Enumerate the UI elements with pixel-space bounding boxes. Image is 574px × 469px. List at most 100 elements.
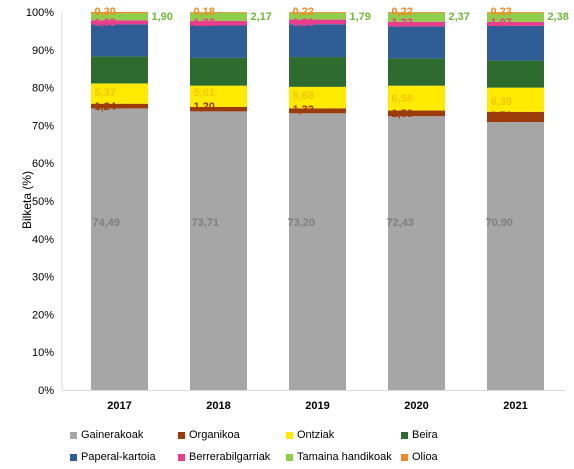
bar-segment xyxy=(289,108,346,114)
x-tick-label: 2018 xyxy=(206,400,230,412)
legend-swatch xyxy=(286,431,293,439)
x-tick-label: 2021 xyxy=(503,400,527,412)
data-label: 7,15 xyxy=(491,66,512,78)
data-label: 1,50 xyxy=(392,108,413,120)
data-label: 0,30 xyxy=(95,6,116,18)
legend-label: Gainerakoak xyxy=(81,429,144,441)
x-tick-label: 2020 xyxy=(404,400,428,412)
legend-swatch xyxy=(178,453,185,461)
bar-segment xyxy=(487,60,544,88)
data-label: 74,49 xyxy=(93,217,121,229)
data-label: 7,23 xyxy=(392,66,413,78)
bar-segment xyxy=(190,20,247,26)
bar-segment xyxy=(487,87,544,112)
legend-swatch xyxy=(178,431,185,439)
legend-item: Olioa xyxy=(401,451,461,463)
data-label: 2,38 xyxy=(548,11,569,23)
bar-segment xyxy=(487,12,544,13)
y-tick-label: 20% xyxy=(32,309,54,321)
data-label: 1,79 xyxy=(350,11,371,23)
bar-segment xyxy=(190,85,247,107)
data-label: 7,34 xyxy=(194,66,216,78)
bar-segment xyxy=(487,12,544,22)
data-label: 7,87 xyxy=(293,66,314,78)
bar-segment xyxy=(190,111,247,391)
legend-label: Ontziak xyxy=(297,429,335,441)
legend-label: Paperal-kartoia xyxy=(81,451,156,463)
legend-swatch xyxy=(401,453,408,461)
data-label: 73,20 xyxy=(288,217,316,229)
data-label: 0,22 xyxy=(293,6,314,18)
y-axis-title: Bilketa (%) xyxy=(20,171,34,229)
data-label: 2,70 xyxy=(491,110,512,122)
legend-label: Beira xyxy=(412,429,438,441)
legend-item: Berrerabilgarriak xyxy=(178,451,286,463)
legend-swatch xyxy=(286,453,293,461)
bar-segment xyxy=(190,25,247,58)
data-label: 1,22 xyxy=(392,17,413,29)
y-tick-label: 50% xyxy=(32,196,54,208)
bar-segment xyxy=(190,106,247,112)
bars xyxy=(91,11,544,391)
data-label: 5,61 xyxy=(194,87,215,99)
legend-row: Gainerakoak Organikoa Ontziak Beira xyxy=(70,424,490,446)
data-label: 1,22 xyxy=(194,17,215,29)
bar-segment xyxy=(388,21,445,27)
bar-segment xyxy=(487,121,544,391)
bar-segment xyxy=(91,24,148,57)
bar-segment xyxy=(388,12,445,13)
data-label: 2,37 xyxy=(449,11,470,23)
x-tick-label: 2017 xyxy=(107,400,131,412)
bar-segment xyxy=(388,110,445,117)
bar-segment xyxy=(91,20,148,25)
bar-segment xyxy=(91,13,148,21)
legend-label: Organikoa xyxy=(189,429,240,441)
data-label: 1,09 xyxy=(95,17,116,29)
bar-segment xyxy=(289,12,346,20)
legend-item: Beira xyxy=(401,429,461,441)
data-label: 9,18 xyxy=(491,33,512,45)
bar-segment xyxy=(91,108,148,391)
y-tick-label: 10% xyxy=(32,347,54,359)
bar-segment xyxy=(388,58,445,86)
bar-segment xyxy=(190,12,247,13)
bar-segment xyxy=(487,21,544,26)
bar-segment xyxy=(190,57,247,86)
bar-segment xyxy=(388,85,445,111)
data-label: 1,24 xyxy=(95,101,117,113)
data-label: 72,43 xyxy=(387,217,415,229)
legend-swatch xyxy=(401,431,408,439)
legend: Gainerakoak Organikoa Ontziak Beira Paperal… xyxy=(70,424,490,468)
legend-item: Tamaina handikoak xyxy=(286,451,401,463)
data-label: 1,32 xyxy=(293,104,314,116)
bar-segment xyxy=(388,116,445,390)
bar-segment xyxy=(91,83,148,104)
y-axis: 0% 10% 20% 30% 40% 50% 60% 70% 80% 90% 100% xyxy=(26,7,63,397)
y-tick-label: 70% xyxy=(32,120,54,132)
legend-item: Ontziak xyxy=(286,429,401,441)
data-label: 5,68 xyxy=(293,90,314,102)
bar-segment xyxy=(487,25,544,61)
data-label: 0,18 xyxy=(194,6,215,18)
data-label: 6,58 xyxy=(392,93,413,105)
bar-segment xyxy=(388,26,445,59)
data-label: 8,45 xyxy=(392,33,413,45)
stacked-bar-chart: 0% 10% 20% 30% 40% 50% 60% 70% 80% 90% 100% 74,49 1… xyxy=(20,6,569,412)
bar-segment xyxy=(289,86,346,109)
bar-segment xyxy=(91,11,148,14)
bar-segment xyxy=(289,57,346,87)
bar-segment xyxy=(289,12,346,13)
bar-segment xyxy=(289,19,346,25)
data-label: 1,07 xyxy=(491,17,512,29)
data-label: 7,16 xyxy=(95,66,116,78)
legend-item: Gainerakoak xyxy=(70,429,178,441)
y-tick-label: 90% xyxy=(32,45,54,57)
data-labels: 74,49 1,24 5,37 7,16 8,46 1,09 1,90 0,30 73,71 1,… xyxy=(93,6,569,229)
bar-segment xyxy=(289,24,346,58)
data-label: 8,46 xyxy=(95,33,116,45)
legend-label: Olioa xyxy=(412,451,438,463)
data-label: 5,37 xyxy=(95,87,116,99)
bar-segment xyxy=(91,103,148,109)
x-axis: 2017 2018 2019 2020 2021 xyxy=(62,390,565,412)
data-label: 70,90 xyxy=(486,217,514,229)
